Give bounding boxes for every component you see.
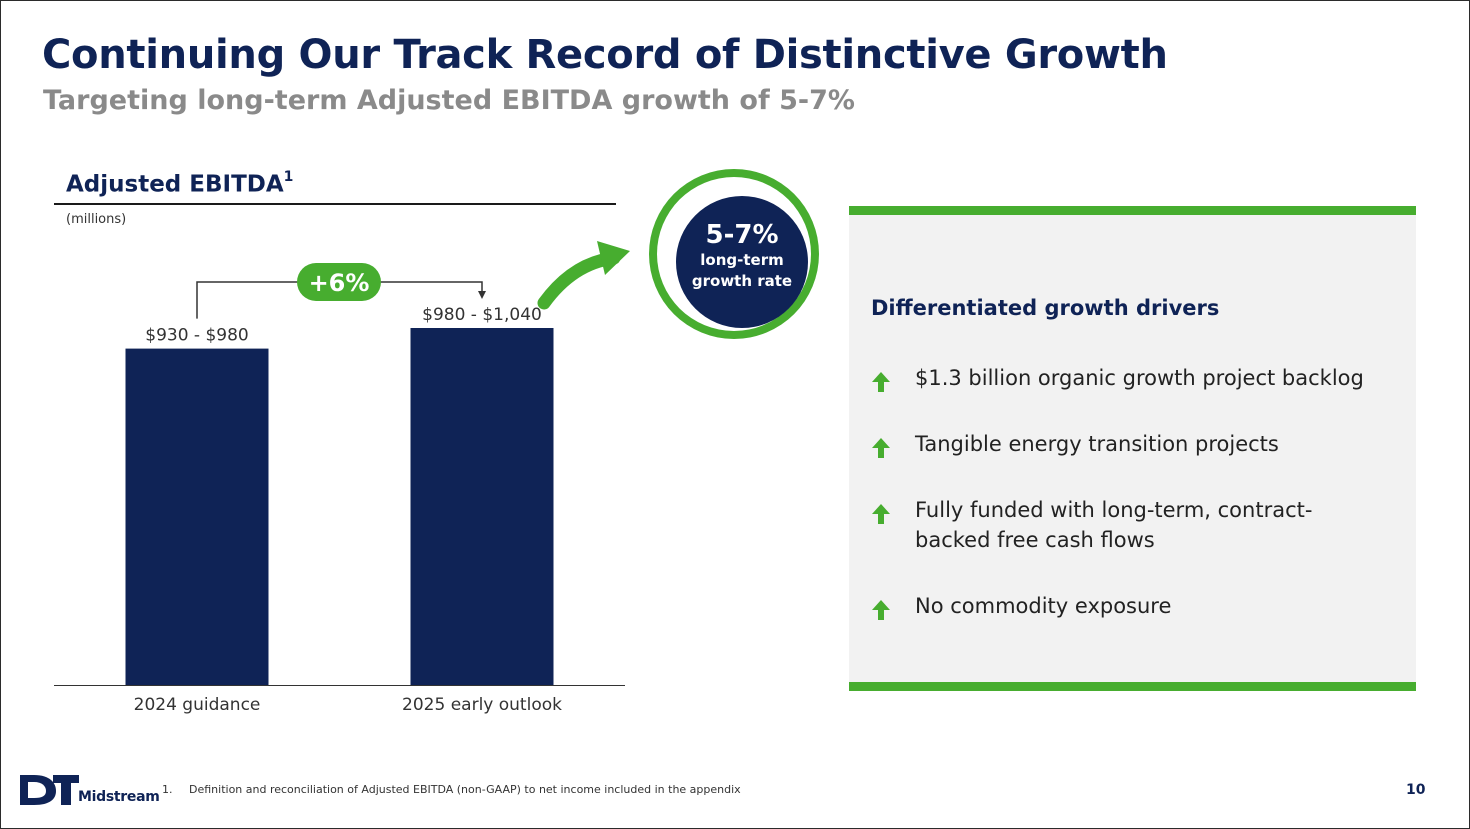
driver-text: Fully funded with long-term, contract-ba… bbox=[915, 498, 1313, 552]
growth-drivers-panel: Differentiated growth drivers $1.3 billi… bbox=[849, 206, 1416, 691]
up-arrow-icon bbox=[872, 438, 890, 458]
page-number: 10 bbox=[1406, 782, 1426, 798]
slide-title: Continuing Our Track Record of Distincti… bbox=[42, 32, 1168, 78]
up-arrow-icon bbox=[872, 504, 890, 524]
logo-t-stem-icon bbox=[61, 783, 71, 805]
footnote-number: 1. bbox=[162, 783, 173, 796]
category-label-1: 2025 early outlook bbox=[402, 695, 562, 715]
growth-rate-badge: 5-7% long-term growth rate bbox=[649, 169, 819, 339]
up-arrow-icon bbox=[872, 372, 890, 392]
dt-midstream-logo bbox=[20, 775, 79, 805]
chart-header: Adjusted EBITDA1 bbox=[54, 169, 616, 205]
footnote-text: Definition and reconciliation of Adjuste… bbox=[189, 783, 741, 796]
driver-text: No commodity exposure bbox=[915, 594, 1172, 618]
bar-0 bbox=[125, 348, 269, 685]
logo-text: Midstream bbox=[78, 789, 160, 805]
category-label-0: 2024 guidance bbox=[134, 695, 261, 715]
badge-core: 5-7% long-term growth rate bbox=[676, 196, 808, 328]
up-arrow-icon bbox=[872, 600, 890, 620]
bar-value-label-0: $930 - $980 bbox=[145, 326, 248, 346]
driver-text: $1.3 billion organic growth project back… bbox=[915, 366, 1364, 390]
drivers-title: Differentiated growth drivers bbox=[871, 296, 1220, 320]
chart-title: Adjusted EBITDA1 bbox=[66, 169, 294, 198]
growth-arrowhead-icon bbox=[597, 241, 630, 275]
bar-value-label-1: $980 - $1,040 bbox=[422, 305, 542, 325]
badge-rate: 5-7% bbox=[705, 220, 779, 250]
slide-subtitle: Targeting long-term Adjusted EBITDA grow… bbox=[43, 85, 855, 116]
bar-1 bbox=[410, 328, 554, 685]
chart-title-footnote: 1 bbox=[283, 169, 294, 185]
growth-pill-label: +6% bbox=[309, 269, 370, 297]
badge-caption: long-term growth rate bbox=[691, 251, 793, 290]
footnote: 1. Definition and reconciliation of Adjus… bbox=[162, 783, 741, 796]
logo-t-bar-icon bbox=[53, 775, 79, 783]
connector-arrowhead-icon bbox=[478, 291, 486, 299]
driver-text: Tangible energy transition projects bbox=[915, 432, 1279, 456]
chart-units: (millions) bbox=[66, 212, 127, 227]
growth-pill bbox=[297, 263, 381, 301]
badge-ring: 5-7% long-term growth rate bbox=[657, 177, 811, 331]
